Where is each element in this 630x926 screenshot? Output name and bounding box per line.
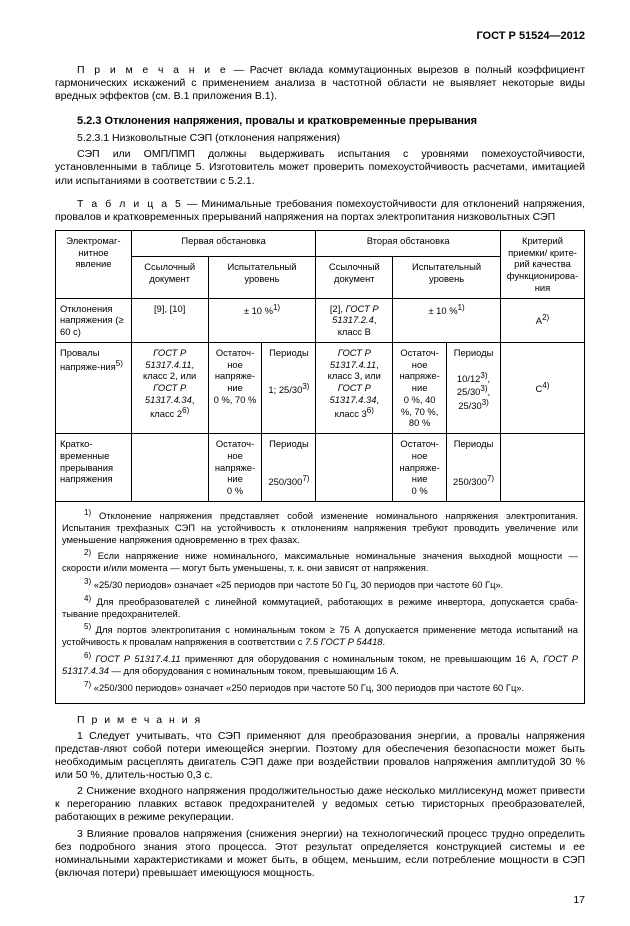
subhdr: Периоды [269, 438, 309, 449]
val: 0 % [412, 485, 428, 496]
table-row: Кратко-временные прерывания напряжения О… [56, 434, 585, 502]
cell [501, 434, 585, 502]
end-note: 2 Снижение входного напряжения продолжит… [55, 785, 585, 824]
cell: ± 10 %1) [393, 298, 501, 342]
footnotes-row: 1) Отклонение напряжения представляет со… [56, 501, 585, 703]
col-env2: Вторая обстановка [316, 230, 501, 256]
footnote: 6) ГОСТ Р 51317.4.11 применяют для обору… [62, 651, 578, 677]
col-ref2: Ссылочный документ [316, 257, 393, 298]
cell: Отклонения напряжения (≥ 60 с) [56, 298, 132, 342]
cell: Остаточ-ное напряже-ние 0 % [393, 434, 447, 502]
cell: ± 10 %1) [208, 298, 316, 342]
subhdr: Остаточ-ное напряже-ние [399, 438, 439, 484]
cell [316, 434, 393, 502]
val: 250/3007) [268, 476, 309, 487]
cell: Провалы напряже-ния5) [56, 342, 132, 433]
cell: Остаточ-ное напряже-ние 0 %, 40 %, 70 %,… [393, 342, 447, 433]
cell: [9], [10] [131, 298, 208, 342]
table-row: Отклонения напряжения (≥ 60 с) [9], [10]… [56, 298, 585, 342]
footnote: 7) «250/300 периодов» означает «250 пери… [62, 680, 578, 694]
cell [131, 434, 208, 502]
subhdr: Остаточ-ное напряже-ние [215, 438, 255, 484]
footnote: 4) Для преобразователей с линейной комму… [62, 594, 578, 620]
col-ref1: Ссылочный документ [131, 257, 208, 298]
val: 0 %, 40 %, 70 %, 80 % [401, 394, 439, 429]
footnote: 3) «25/30 периодов» означает «25 периодо… [62, 577, 578, 591]
section-5-2-3: 5.2.3 Отклонения напряжения, провалы и к… [55, 115, 585, 129]
end-notes-label: П р и м е ч а н и я [55, 714, 585, 727]
cell: С4) [501, 342, 585, 433]
note-para: П р и м е ч а н и е — Расчет вклада комм… [55, 64, 585, 103]
subhdr: Остаточ-ное напряже-ние [215, 347, 255, 393]
footnote: 5) Для портов электропитания с номинальн… [62, 622, 578, 648]
cell: А2) [501, 298, 585, 342]
cell: ГОСТ Р 51317.4.11, класс 3, или ГОСТ Р 5… [316, 342, 393, 433]
section-5-2-3-1: 5.2.3.1 Низковольтные СЭП (отклонения на… [55, 132, 585, 145]
footnote: 2) Если напряжение ниже номинального, ма… [62, 548, 578, 574]
immunity-table: Электромаг-нитное явление Первая обстано… [55, 230, 585, 704]
cell: Периоды 250/3007) [447, 434, 501, 502]
end-note: 1 Следует учитывать, что СЭП применяют д… [55, 730, 585, 783]
val: 0 % [227, 485, 243, 496]
footnote: 1) Отклонение напряжения представляет со… [62, 508, 578, 545]
body-para: СЭП или ОМП/ПМП должны выдерживать испыт… [55, 148, 585, 187]
table-caption: Т а б л и ц а 5 — Минимальные требования… [55, 198, 585, 224]
cell: ГОСТ Р 51317.4.11, класс 2, или ГОСТ Р 5… [131, 342, 208, 433]
page-number: 17 [55, 894, 585, 906]
end-note: 3 Влияние провалов напряжения (снижения … [55, 828, 585, 881]
table-row: Провалы напряже-ния5) ГОСТ Р 51317.4.11,… [56, 342, 585, 433]
col-em: Электромаг-нитное явление [56, 230, 132, 298]
val: 0 %, 70 % [214, 394, 257, 405]
cell: Периоды 250/3007) [262, 434, 316, 502]
footnotes-cell: 1) Отклонение напряжения представляет со… [56, 501, 585, 703]
val: 10/123), 25/303), 25/303) [457, 373, 490, 412]
cell: Остаточ-ное напряже-ние 0 %, 70 % [208, 342, 262, 433]
subhdr: Периоды [454, 438, 494, 449]
col-lvl2: Испытательный уровень [393, 257, 501, 298]
cell: [2], ГОСТ Р 51317.2.4, класс В [316, 298, 393, 342]
doc-header: ГОСТ Р 51524—2012 [55, 30, 585, 42]
cell: Периоды 1; 25/303) [262, 342, 316, 433]
table-label: Т а б л и ц а 5 [77, 198, 183, 210]
val: 250/3007) [453, 476, 494, 487]
note-label: П р и м е ч а н и е [77, 64, 228, 76]
cell: Периоды 10/123), 25/303), 25/303) [447, 342, 501, 433]
subhdr: Периоды [269, 347, 309, 358]
cell: Остаточ-ное напряже-ние 0 % [208, 434, 262, 502]
col-env1: Первая обстановка [131, 230, 316, 256]
cell: Кратко-временные прерывания напряжения [56, 434, 132, 502]
subhdr: Остаточ-ное напряже-ние [399, 347, 439, 393]
subhdr: Периоды [454, 347, 494, 358]
val: 1; 25/303) [268, 384, 309, 395]
col-lvl1: Испытательный уровень [208, 257, 316, 298]
col-crit: Критерий приемки/ крите-рий качества фун… [501, 230, 585, 298]
